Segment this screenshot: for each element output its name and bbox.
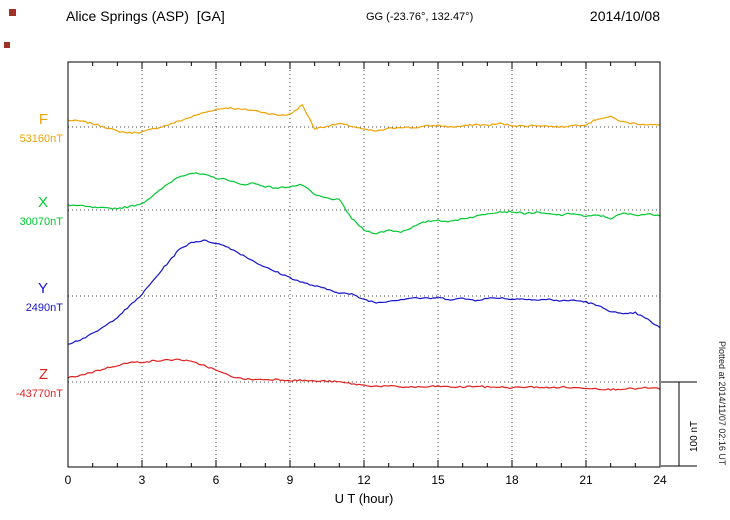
series-baseline-value-X: 30070nT — [20, 216, 64, 228]
series-baseline-value-Z: -43770nT — [16, 388, 63, 400]
page-marker-icon — [4, 42, 10, 48]
series-label-Z: Z — [39, 366, 48, 383]
x-tick-label: 15 — [431, 473, 445, 487]
x-tick-label: 12 — [357, 473, 371, 487]
series-baseline-value-F: 53160nT — [20, 133, 64, 145]
x-tick-label: 24 — [653, 473, 667, 487]
page-marker-icon — [9, 9, 16, 16]
scale-bar: 100 nT — [661, 381, 700, 467]
series-layer — [67, 104, 661, 391]
scale-bar-label: 100 nT — [689, 421, 700, 452]
series-baseline-value-Y: 2490nT — [26, 302, 64, 314]
trace-Y — [67, 239, 661, 345]
plot-timestamp-note: Plotted at 2014/11/07 02:16 UT — [717, 341, 727, 466]
grid-layer — [67, 62, 661, 467]
labels-layer: 0 3 6 9 12 15 18 21 24 F 53160nT X 30070nT Y 2490nT Z -4… — [16, 111, 667, 487]
series-label-X: X — [38, 194, 48, 211]
x-tick-label: 6 — [213, 473, 220, 487]
trace-Z — [67, 358, 661, 391]
series-label-Y: Y — [38, 280, 48, 297]
geo-coordinates: GG (-23.76°, 132.47°) — [366, 11, 474, 23]
trace-X — [67, 172, 661, 235]
x-tick-label: 18 — [505, 473, 519, 487]
x-tick-label: 3 — [139, 473, 146, 487]
series-label-F: F — [39, 111, 48, 128]
trace-F — [67, 104, 661, 134]
x-axis-title: U T (hour) — [335, 491, 394, 506]
x-tick-label: 0 — [65, 473, 72, 487]
x-tick-label: 21 — [579, 473, 593, 487]
x-tick-label: 9 — [287, 473, 294, 487]
plot-frame — [67, 61, 661, 468]
station-title: Alice Springs (ASP) [GA] — [66, 8, 225, 24]
plot-date: 2014/10/08 — [589, 8, 660, 24]
